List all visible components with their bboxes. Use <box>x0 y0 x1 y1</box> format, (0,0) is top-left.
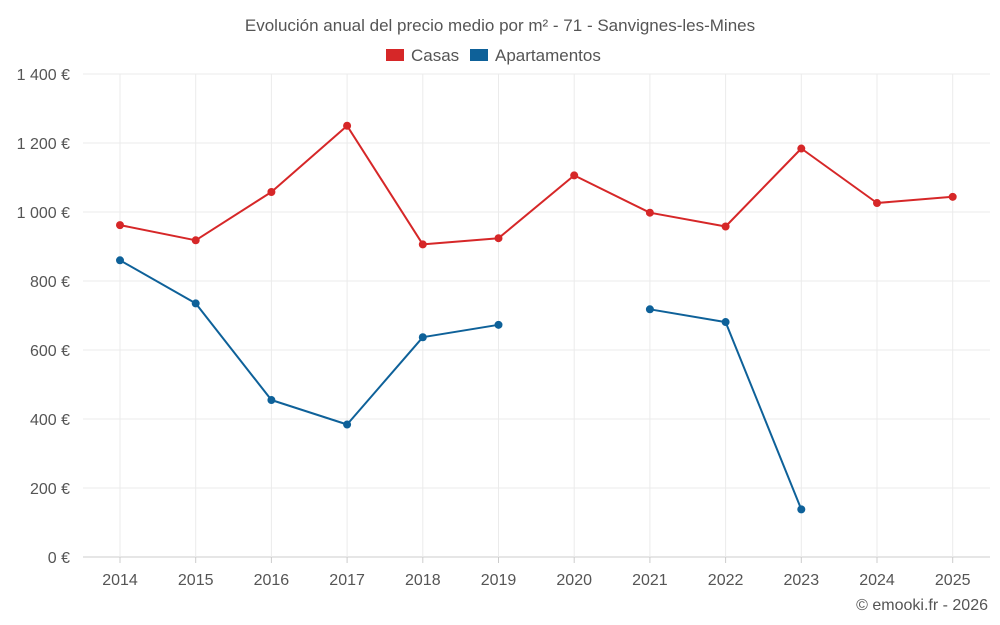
x-tick-label: 2019 <box>481 572 517 589</box>
y-tick-label: 600 € <box>30 343 70 360</box>
x-tick-label: 2014 <box>102 572 138 589</box>
data-point-casas[interactable] <box>418 240 427 249</box>
data-point-apartamentos[interactable] <box>267 396 276 405</box>
legend-item-casas[interactable]: Casas <box>386 46 459 65</box>
y-tick-label: 1 000 € <box>17 205 70 222</box>
data-point-casas[interactable] <box>570 171 579 180</box>
x-tick-label: 2020 <box>556 572 592 589</box>
legend-label: Casas <box>411 46 459 65</box>
legend-item-apartamentos[interactable]: Apartamentos <box>470 46 601 65</box>
y-tick-label: 1 400 € <box>17 67 70 84</box>
data-point-casas[interactable] <box>343 121 352 130</box>
legend-swatch <box>470 49 488 61</box>
copyright-text: © emooki.fr - 2026 <box>856 597 988 614</box>
legend: Casas Apartamentos <box>386 46 601 65</box>
x-tick-label: 2023 <box>784 572 820 589</box>
x-tick-label: 2025 <box>935 572 971 589</box>
data-point-casas[interactable] <box>948 192 957 201</box>
data-point-apartamentos[interactable] <box>645 305 654 314</box>
data-point-apartamentos[interactable] <box>191 299 200 308</box>
data-point-casas[interactable] <box>191 236 200 245</box>
x-tick-label: 2021 <box>632 572 668 589</box>
data-point-casas[interactable] <box>267 187 276 196</box>
data-point-apartamentos[interactable] <box>797 505 806 514</box>
series-apartamentos <box>116 256 806 514</box>
x-tick-label: 2016 <box>254 572 290 589</box>
chart-title: Evolución anual del precio medio por m² … <box>245 16 755 35</box>
data-point-casas[interactable] <box>116 221 124 230</box>
data-point-apartamentos[interactable] <box>116 256 124 265</box>
data-point-casas[interactable] <box>645 208 654 217</box>
series-casas <box>116 121 957 249</box>
y-tick-label: 0 € <box>48 550 70 567</box>
grid <box>83 73 990 563</box>
y-tick-label: 1 200 € <box>17 136 70 153</box>
y-axis: 0 € 200 € 400 € 600 € 800 € 1 000 € 1 200 € 1 4… <box>17 67 70 567</box>
legend-label: Apartamentos <box>495 46 601 65</box>
x-tick-label: 2015 <box>178 572 214 589</box>
data-point-casas[interactable] <box>873 199 881 208</box>
y-tick-label: 800 € <box>30 274 70 291</box>
x-tick-label: 2018 <box>405 572 441 589</box>
legend-swatch <box>386 49 404 61</box>
y-tick-label: 400 € <box>30 412 70 429</box>
data-point-apartamentos[interactable] <box>721 318 730 327</box>
series-line-apartamentos <box>119 259 499 426</box>
data-point-apartamentos[interactable] <box>494 320 503 329</box>
series-group <box>116 121 957 514</box>
data-point-casas[interactable] <box>721 222 730 231</box>
x-axis: 2014 2015 2016 2017 2018 2019 2020 2021 2022 2023… <box>102 572 970 589</box>
x-tick-label: 2022 <box>708 572 744 589</box>
data-point-casas[interactable] <box>797 144 806 153</box>
x-tick-label: 2017 <box>329 572 365 589</box>
series-line-casas <box>119 124 953 246</box>
data-point-apartamentos[interactable] <box>418 333 427 342</box>
data-point-apartamentos[interactable] <box>343 420 352 429</box>
y-tick-label: 200 € <box>30 481 70 498</box>
x-tick-label: 2024 <box>859 572 895 589</box>
data-point-casas[interactable] <box>494 234 503 243</box>
